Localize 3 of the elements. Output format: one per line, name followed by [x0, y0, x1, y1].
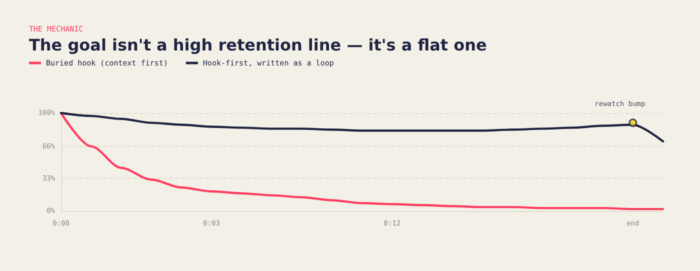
line-series: [60, 112, 664, 143]
chart-title: The goal isn't a high retention line — it's a flat one: [29, 36, 488, 54]
line-series: [60, 112, 664, 210]
